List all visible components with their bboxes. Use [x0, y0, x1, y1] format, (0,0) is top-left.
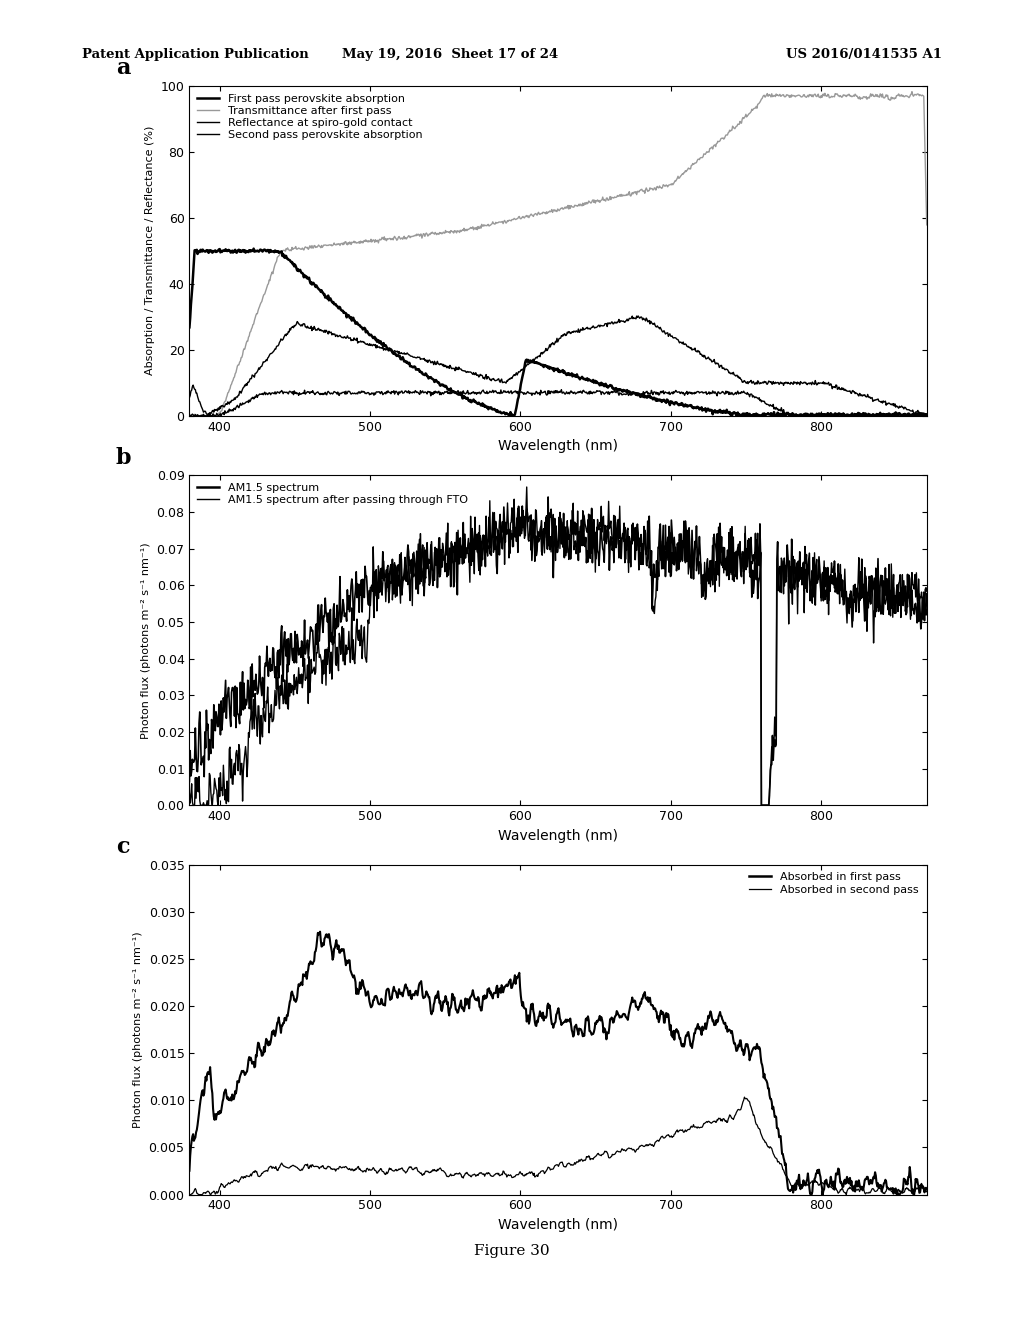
Legend: First pass perovskite absorption, Transmittance after first pass, Reflectance at: First pass perovskite absorption, Transm…: [195, 91, 425, 143]
Text: b: b: [116, 446, 131, 469]
Text: a: a: [116, 57, 130, 79]
Text: Figure 30: Figure 30: [474, 1245, 550, 1258]
Legend: AM1.5 spectrum, AM1.5 spectrum after passing through FTO: AM1.5 spectrum, AM1.5 spectrum after pas…: [195, 480, 471, 507]
Legend: Absorbed in first pass, Absorbed in second pass: Absorbed in first pass, Absorbed in seco…: [746, 870, 922, 896]
Y-axis label: Photon flux (photons m⁻² s⁻¹ nm⁻¹): Photon flux (photons m⁻² s⁻¹ nm⁻¹): [141, 543, 151, 738]
X-axis label: Wavelength (nm): Wavelength (nm): [498, 440, 618, 453]
X-axis label: Wavelength (nm): Wavelength (nm): [498, 829, 618, 842]
X-axis label: Wavelength (nm): Wavelength (nm): [498, 1218, 618, 1232]
Text: c: c: [116, 836, 129, 858]
Y-axis label: Photon flux (photons m⁻² s⁻¹ nm⁻¹): Photon flux (photons m⁻² s⁻¹ nm⁻¹): [133, 932, 143, 1127]
Text: May 19, 2016  Sheet 17 of 24: May 19, 2016 Sheet 17 of 24: [342, 48, 559, 61]
Text: Patent Application Publication: Patent Application Publication: [82, 48, 308, 61]
Y-axis label: Absorption / Transmittance / Reflectance (%): Absorption / Transmittance / Reflectance…: [145, 127, 156, 375]
Text: US 2016/0141535 A1: US 2016/0141535 A1: [786, 48, 942, 61]
